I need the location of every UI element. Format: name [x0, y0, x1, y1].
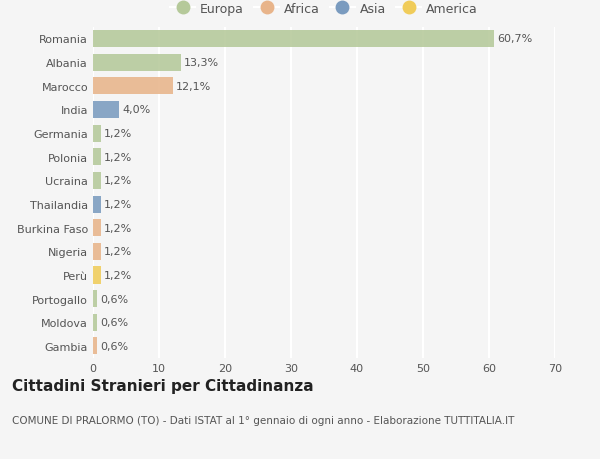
Text: COMUNE DI PRALORMO (TO) - Dati ISTAT al 1° gennaio di ogni anno - Elaborazione T: COMUNE DI PRALORMO (TO) - Dati ISTAT al … [12, 415, 514, 425]
Legend: Europa, Africa, Asia, America: Europa, Africa, Asia, America [167, 0, 481, 18]
Text: 1,2%: 1,2% [104, 200, 133, 210]
Text: 0,6%: 0,6% [100, 341, 128, 351]
Bar [93, 338, 97, 355]
Text: Cittadini Stranieri per Cittadinanza: Cittadini Stranieri per Cittadinanza [12, 379, 314, 394]
Bar [93, 31, 494, 48]
Bar [93, 267, 101, 284]
Bar [93, 101, 119, 119]
Bar [93, 220, 101, 237]
Text: 1,2%: 1,2% [104, 223, 133, 233]
Text: 13,3%: 13,3% [184, 58, 219, 68]
Bar [93, 314, 97, 331]
Text: 12,1%: 12,1% [176, 82, 211, 91]
Bar [93, 78, 173, 95]
Bar [93, 55, 181, 72]
Text: 1,2%: 1,2% [104, 176, 133, 186]
Bar [93, 196, 101, 213]
Text: 0,6%: 0,6% [100, 318, 128, 328]
Text: 4,0%: 4,0% [123, 105, 151, 115]
Text: 1,2%: 1,2% [104, 152, 133, 162]
Text: 1,2%: 1,2% [104, 247, 133, 257]
Text: 60,7%: 60,7% [497, 34, 532, 45]
Bar [93, 149, 101, 166]
Bar [93, 291, 97, 308]
Text: 1,2%: 1,2% [104, 270, 133, 280]
Text: 1,2%: 1,2% [104, 129, 133, 139]
Bar [93, 243, 101, 260]
Bar [93, 173, 101, 190]
Bar [93, 125, 101, 142]
Text: 0,6%: 0,6% [100, 294, 128, 304]
